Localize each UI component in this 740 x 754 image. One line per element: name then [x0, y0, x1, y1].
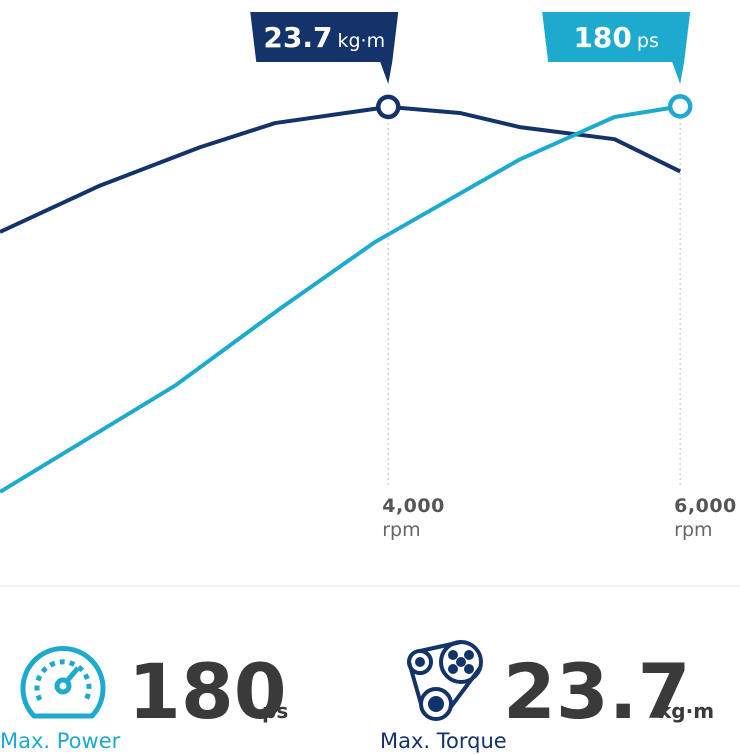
- torque-icon: [407, 640, 483, 721]
- callout-unit: kg·m: [337, 30, 385, 52]
- power-unit: ps: [262, 699, 288, 723]
- callout-text: 23.7 kg·m: [263, 21, 385, 54]
- x-tick-label: 4,000: [382, 495, 445, 517]
- torque-unit: kg·m: [658, 699, 714, 723]
- callout-box: [250, 12, 399, 84]
- peak-marker: [667, 94, 693, 119]
- power-value: 180: [128, 647, 287, 736]
- x-unit: rpm: [674, 519, 712, 541]
- series-line: [0, 104, 682, 234]
- torque-label: Max. Torque: [380, 729, 507, 753]
- callout-value: 23.7: [263, 21, 332, 54]
- power-icon: [20, 645, 106, 719]
- callout-value: 180: [573, 21, 631, 54]
- power-label: Max. Power: [0, 729, 121, 753]
- callout-text: 180 ps: [573, 21, 658, 54]
- series-line: [0, 104, 681, 494]
- peak-marker: [375, 94, 401, 120]
- callout-unit: ps: [637, 30, 659, 52]
- torque-value: 23.7: [503, 647, 691, 736]
- callout-box: [542, 12, 691, 84]
- x-unit: rpm: [382, 519, 420, 541]
- x-tick-label: 6,000: [674, 495, 737, 517]
